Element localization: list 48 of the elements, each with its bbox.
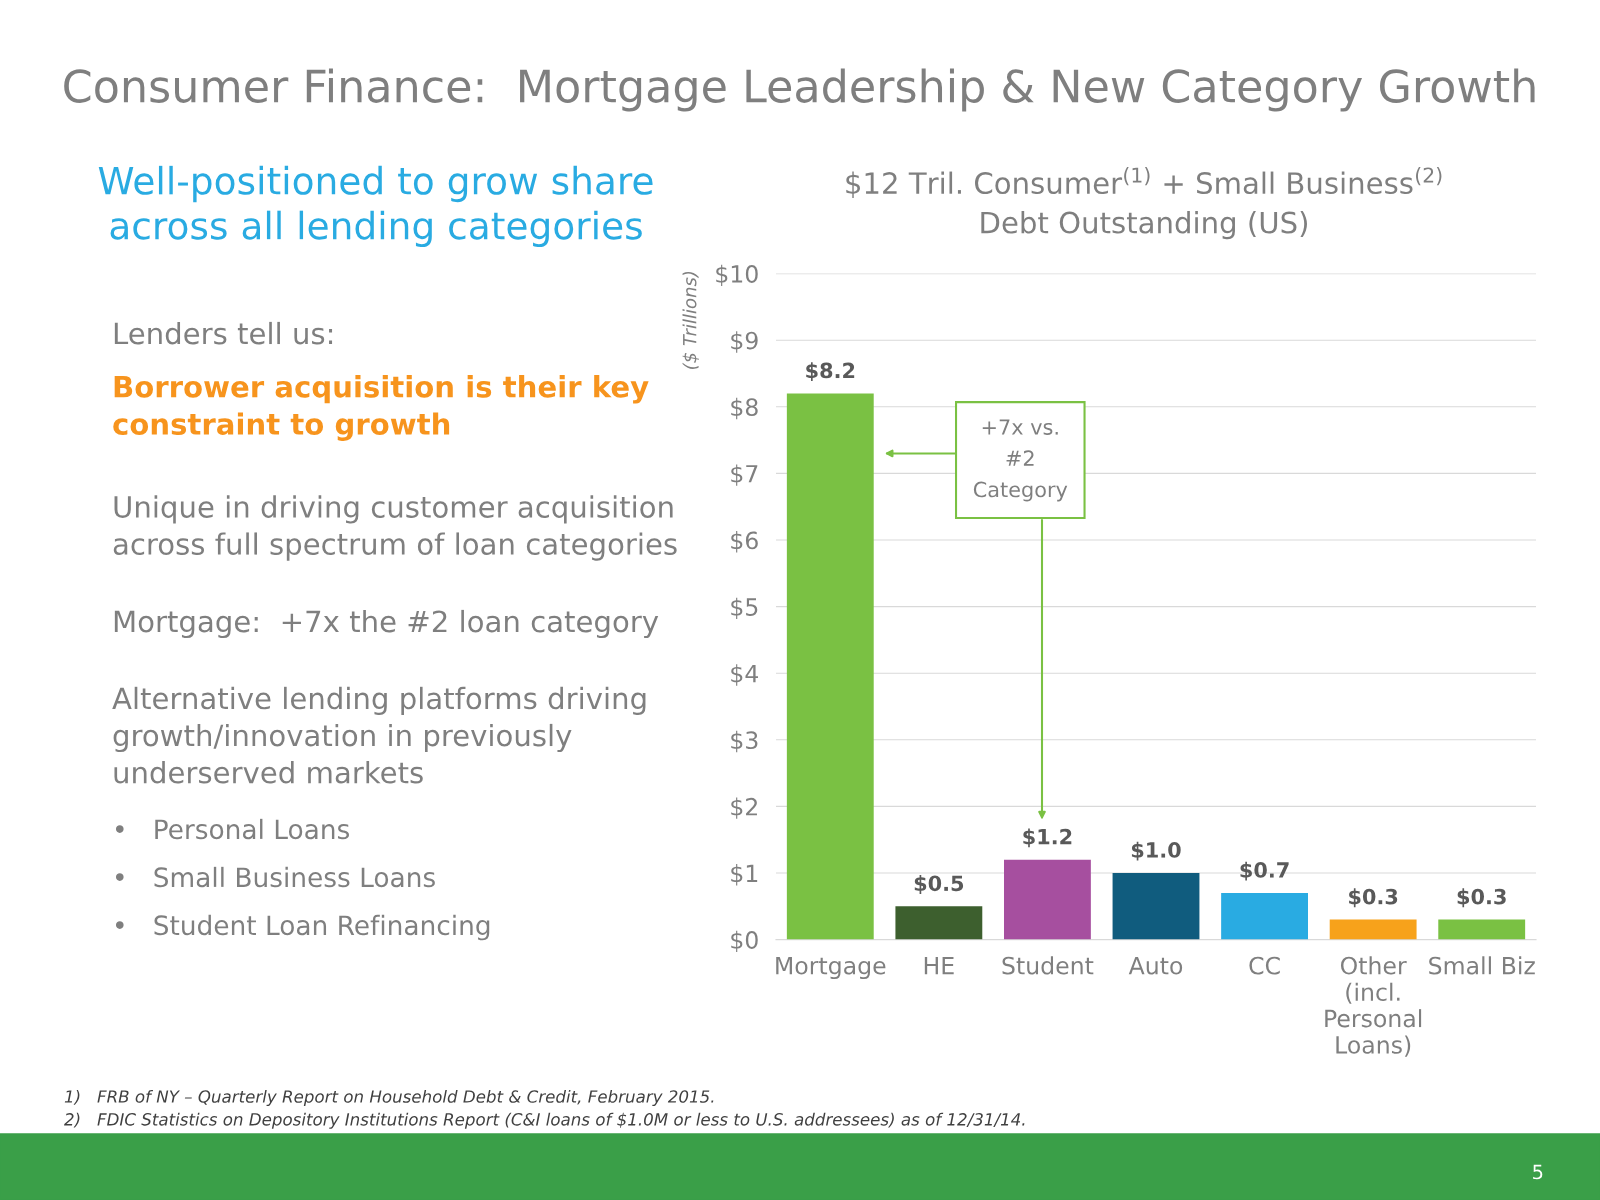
annotation: +7x vs. #2 Category xyxy=(973,419,1068,502)
y-tick-label: $10 xyxy=(716,264,758,287)
x-tick-label: Small Biz xyxy=(1429,956,1535,975)
data-label: $0.7 xyxy=(1240,861,1289,881)
y-tick-label: $6 xyxy=(731,531,758,553)
chart-title: Consumer Finance: Mortgage Leadership & New Category Growth xyxy=(64,68,1535,112)
data-label: $8.2 xyxy=(806,362,855,382)
bar xyxy=(895,906,983,940)
x-tick-label: Mortgage xyxy=(776,956,886,980)
text: Alternative lending platforms driving growth/innovation in previously underserved markets xyxy=(112,686,646,784)
y-tick-label: $4 xyxy=(731,664,759,686)
y-tick-label: $2 xyxy=(731,797,757,819)
text: 1) FRB of NY – Quarterly Report on Household Debt & Credit, February 2015. xyxy=(64,1089,714,1107)
x-tick-label: CC xyxy=(1249,956,1280,975)
text: Unique in driving customer acquisition across full spectrum of loan categories xyxy=(113,495,677,561)
text: 2) FDIC Statistics on Depository Institutions Report (C&I loans of $1.0M or less to U.S. addressees) as of 12/31/14. xyxy=(64,1112,1025,1129)
y-tick-label: $9 xyxy=(731,331,758,353)
text: • Personal Loans xyxy=(115,818,350,840)
bar xyxy=(1112,873,1200,940)
data-label: $1.0 xyxy=(1131,841,1181,861)
y-tick-label: $0 xyxy=(731,930,758,953)
x-tick-label: Student xyxy=(1002,956,1094,975)
y-axis-title: ($ Trillions) xyxy=(682,271,699,369)
text: • Student Loan Refinancing xyxy=(115,914,490,941)
x-tick-label: Auto xyxy=(1128,956,1183,975)
text: Borrower acquisition is their key constraint to growth xyxy=(113,375,649,441)
text: $12 Tril. Consumer$^{(1)}$ + Small Business$^{(2)}$ Debt Outstanding (US) xyxy=(846,167,1442,240)
text: Well-positioned to grow share across all lending categories xyxy=(98,165,653,247)
text: Mortgage: +7x the #2 loan category xyxy=(114,609,659,639)
y-tick-label: $5 xyxy=(731,597,758,620)
bar xyxy=(1329,919,1417,940)
text: 5 xyxy=(1533,1164,1543,1180)
bar xyxy=(786,393,874,940)
bar xyxy=(1438,919,1526,940)
data-label: $0.3 xyxy=(1349,888,1398,908)
data-label: $1.2 xyxy=(1023,828,1072,848)
y-tick-label: $7 xyxy=(731,464,758,486)
data-label: $0.3 xyxy=(1457,888,1506,908)
y-tick-label: $8 xyxy=(731,397,758,420)
bar xyxy=(1221,892,1308,940)
data-label: $0.5 xyxy=(914,875,964,894)
x-tick-label: Other (incl. Personal Loans) xyxy=(1325,956,1422,1057)
x-tick-label: HE xyxy=(924,956,954,975)
y-tick-label: $1 xyxy=(731,864,758,886)
bar xyxy=(1004,859,1091,940)
y-tick-label: $3 xyxy=(731,730,758,753)
text: • Small Business Loans xyxy=(115,866,435,888)
text: Lenders tell us: xyxy=(114,321,333,345)
